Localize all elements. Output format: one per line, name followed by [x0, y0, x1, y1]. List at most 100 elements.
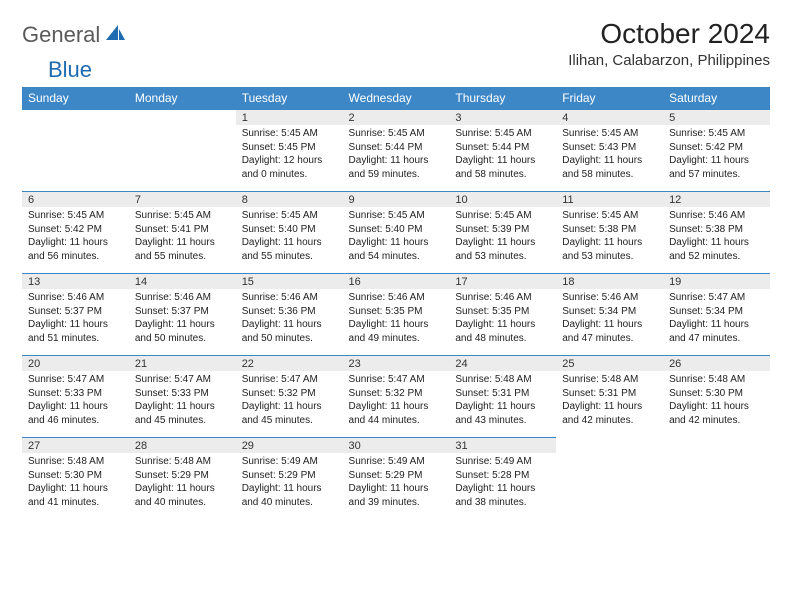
sunset-line: Sunset: 5:29 PM [349, 469, 444, 483]
sunrise-line: Sunrise: 5:46 AM [349, 291, 444, 305]
day-details: Sunrise: 5:48 AMSunset: 5:31 PMDaylight:… [449, 371, 556, 438]
sunrise-line: Sunrise: 5:46 AM [455, 291, 550, 305]
sunset-line: Sunset: 5:42 PM [669, 141, 764, 155]
day-details: Sunrise: 5:47 AMSunset: 5:33 PMDaylight:… [129, 371, 236, 438]
day-number: 3 [449, 110, 556, 126]
day-details: Sunrise: 5:49 AMSunset: 5:28 PMDaylight:… [449, 453, 556, 519]
day-number-row: 6789101112 [22, 192, 770, 208]
empty-cell [556, 453, 663, 519]
sunset-line: Sunset: 5:44 PM [455, 141, 550, 155]
daylight-line: Daylight: 11 hours and 56 minutes. [28, 236, 123, 263]
day-details: Sunrise: 5:48 AMSunset: 5:30 PMDaylight:… [22, 453, 129, 519]
day-content-row: Sunrise: 5:45 AMSunset: 5:42 PMDaylight:… [22, 207, 770, 274]
day-details: Sunrise: 5:45 AMSunset: 5:42 PMDaylight:… [22, 207, 129, 274]
sunrise-line: Sunrise: 5:46 AM [562, 291, 657, 305]
sunrise-line: Sunrise: 5:45 AM [28, 209, 123, 223]
sunrise-line: Sunrise: 5:47 AM [135, 373, 230, 387]
day-details: Sunrise: 5:46 AMSunset: 5:38 PMDaylight:… [663, 207, 770, 274]
day-details: Sunrise: 5:47 AMSunset: 5:32 PMDaylight:… [343, 371, 450, 438]
sunset-line: Sunset: 5:41 PM [135, 223, 230, 237]
daylight-line: Daylight: 11 hours and 50 minutes. [242, 318, 337, 345]
sunset-line: Sunset: 5:44 PM [349, 141, 444, 155]
sunrise-line: Sunrise: 5:45 AM [562, 127, 657, 141]
day-number: 9 [343, 192, 450, 208]
brand-word-blue: Blue [48, 57, 92, 82]
empty-cell [556, 438, 663, 454]
day-number: 2 [343, 110, 450, 126]
daylight-line: Daylight: 11 hours and 42 minutes. [669, 400, 764, 427]
brand-logo: General [22, 18, 128, 48]
weekday-header: Thursday [449, 87, 556, 110]
sunset-line: Sunset: 5:33 PM [135, 387, 230, 401]
sunrise-line: Sunrise: 5:46 AM [242, 291, 337, 305]
day-number: 16 [343, 274, 450, 290]
sunset-line: Sunset: 5:34 PM [562, 305, 657, 319]
daylight-line: Daylight: 11 hours and 53 minutes. [455, 236, 550, 263]
sunset-line: Sunset: 5:38 PM [562, 223, 657, 237]
daylight-line: Daylight: 11 hours and 55 minutes. [135, 236, 230, 263]
daylight-line: Daylight: 11 hours and 40 minutes. [242, 482, 337, 509]
day-number-row: 12345 [22, 110, 770, 126]
day-number: 19 [663, 274, 770, 290]
day-details: Sunrise: 5:45 AMSunset: 5:40 PMDaylight:… [343, 207, 450, 274]
day-details: Sunrise: 5:46 AMSunset: 5:35 PMDaylight:… [449, 289, 556, 356]
day-number: 14 [129, 274, 236, 290]
day-details: Sunrise: 5:46 AMSunset: 5:37 PMDaylight:… [22, 289, 129, 356]
daylight-line: Daylight: 11 hours and 48 minutes. [455, 318, 550, 345]
day-details: Sunrise: 5:46 AMSunset: 5:37 PMDaylight:… [129, 289, 236, 356]
sunrise-line: Sunrise: 5:45 AM [135, 209, 230, 223]
sunrise-line: Sunrise: 5:45 AM [242, 127, 337, 141]
day-number: 1 [236, 110, 343, 126]
day-content-row: Sunrise: 5:46 AMSunset: 5:37 PMDaylight:… [22, 289, 770, 356]
sunset-line: Sunset: 5:38 PM [669, 223, 764, 237]
day-number: 18 [556, 274, 663, 290]
day-number: 25 [556, 356, 663, 372]
day-details: Sunrise: 5:46 AMSunset: 5:35 PMDaylight:… [343, 289, 450, 356]
sunset-line: Sunset: 5:32 PM [242, 387, 337, 401]
empty-cell [22, 110, 129, 126]
day-details: Sunrise: 5:48 AMSunset: 5:29 PMDaylight:… [129, 453, 236, 519]
sunrise-line: Sunrise: 5:49 AM [349, 455, 444, 469]
day-number: 8 [236, 192, 343, 208]
daylight-line: Daylight: 11 hours and 38 minutes. [455, 482, 550, 509]
sunset-line: Sunset: 5:36 PM [242, 305, 337, 319]
daylight-line: Daylight: 11 hours and 44 minutes. [349, 400, 444, 427]
daylight-line: Daylight: 11 hours and 41 minutes. [28, 482, 123, 509]
day-number: 5 [663, 110, 770, 126]
daylight-line: Daylight: 11 hours and 40 minutes. [135, 482, 230, 509]
daylight-line: Daylight: 11 hours and 45 minutes. [242, 400, 337, 427]
day-number: 20 [22, 356, 129, 372]
sunrise-line: Sunrise: 5:47 AM [349, 373, 444, 387]
sunrise-line: Sunrise: 5:49 AM [455, 455, 550, 469]
sunset-line: Sunset: 5:42 PM [28, 223, 123, 237]
day-number: 28 [129, 438, 236, 454]
sunrise-line: Sunrise: 5:48 AM [135, 455, 230, 469]
empty-cell [663, 453, 770, 519]
sunset-line: Sunset: 5:35 PM [455, 305, 550, 319]
sunset-line: Sunset: 5:31 PM [455, 387, 550, 401]
calendar-table: SundayMondayTuesdayWednesdayThursdayFrid… [22, 87, 770, 519]
day-details: Sunrise: 5:45 AMSunset: 5:38 PMDaylight:… [556, 207, 663, 274]
sunrise-line: Sunrise: 5:47 AM [242, 373, 337, 387]
day-number-row: 2728293031 [22, 438, 770, 454]
day-number: 7 [129, 192, 236, 208]
brand-word-general: General [22, 22, 100, 48]
day-details: Sunrise: 5:45 AMSunset: 5:44 PMDaylight:… [449, 125, 556, 192]
day-details: Sunrise: 5:49 AMSunset: 5:29 PMDaylight:… [343, 453, 450, 519]
sunset-line: Sunset: 5:43 PM [562, 141, 657, 155]
sunset-line: Sunset: 5:30 PM [669, 387, 764, 401]
sunrise-line: Sunrise: 5:45 AM [349, 209, 444, 223]
sunrise-line: Sunrise: 5:45 AM [455, 127, 550, 141]
sunset-line: Sunset: 5:35 PM [349, 305, 444, 319]
sunrise-line: Sunrise: 5:45 AM [562, 209, 657, 223]
daylight-line: Daylight: 12 hours and 0 minutes. [242, 154, 337, 181]
weekday-header: Friday [556, 87, 663, 110]
daylight-line: Daylight: 11 hours and 39 minutes. [349, 482, 444, 509]
sunset-line: Sunset: 5:40 PM [349, 223, 444, 237]
day-details: Sunrise: 5:49 AMSunset: 5:29 PMDaylight:… [236, 453, 343, 519]
day-details: Sunrise: 5:45 AMSunset: 5:39 PMDaylight:… [449, 207, 556, 274]
daylight-line: Daylight: 11 hours and 45 minutes. [135, 400, 230, 427]
day-details: Sunrise: 5:45 AMSunset: 5:44 PMDaylight:… [343, 125, 450, 192]
weekday-header: Wednesday [343, 87, 450, 110]
sunrise-line: Sunrise: 5:46 AM [28, 291, 123, 305]
